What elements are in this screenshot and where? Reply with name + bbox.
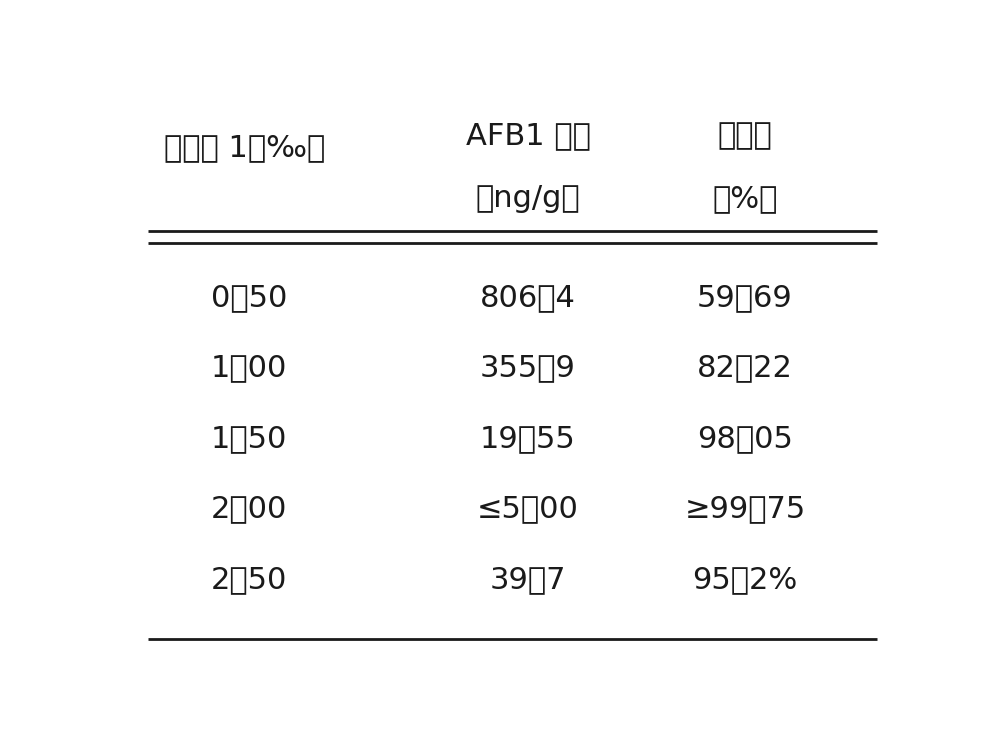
Text: 95．2%: 95．2% bbox=[692, 565, 798, 595]
Text: 0．50: 0．50 bbox=[211, 283, 287, 312]
Text: 实施例 1（‰）: 实施例 1（‰） bbox=[164, 133, 325, 162]
Text: 1．00: 1．00 bbox=[211, 353, 287, 382]
Text: 1．50: 1．50 bbox=[211, 424, 287, 453]
Text: ≥99．75: ≥99．75 bbox=[684, 495, 806, 523]
Text: 806．4: 806．4 bbox=[480, 283, 576, 312]
Text: 82．22: 82．22 bbox=[697, 353, 793, 382]
Text: （%）: （%） bbox=[712, 184, 778, 213]
Text: 39．7: 39．7 bbox=[490, 565, 566, 595]
Text: AFB1 剩余: AFB1 剩余 bbox=[466, 122, 590, 150]
Text: 59．69: 59．69 bbox=[697, 283, 793, 312]
Text: 2．00: 2．00 bbox=[211, 495, 287, 523]
Text: 19．55: 19．55 bbox=[480, 424, 576, 453]
Text: （ng/g）: （ng/g） bbox=[476, 184, 580, 213]
Text: 98．05: 98．05 bbox=[697, 424, 793, 453]
Text: 吸附率: 吸附率 bbox=[718, 122, 772, 150]
Text: 2．50: 2．50 bbox=[211, 565, 287, 595]
Text: 355．9: 355．9 bbox=[480, 353, 576, 382]
Text: ≤5．00: ≤5．00 bbox=[477, 495, 579, 523]
